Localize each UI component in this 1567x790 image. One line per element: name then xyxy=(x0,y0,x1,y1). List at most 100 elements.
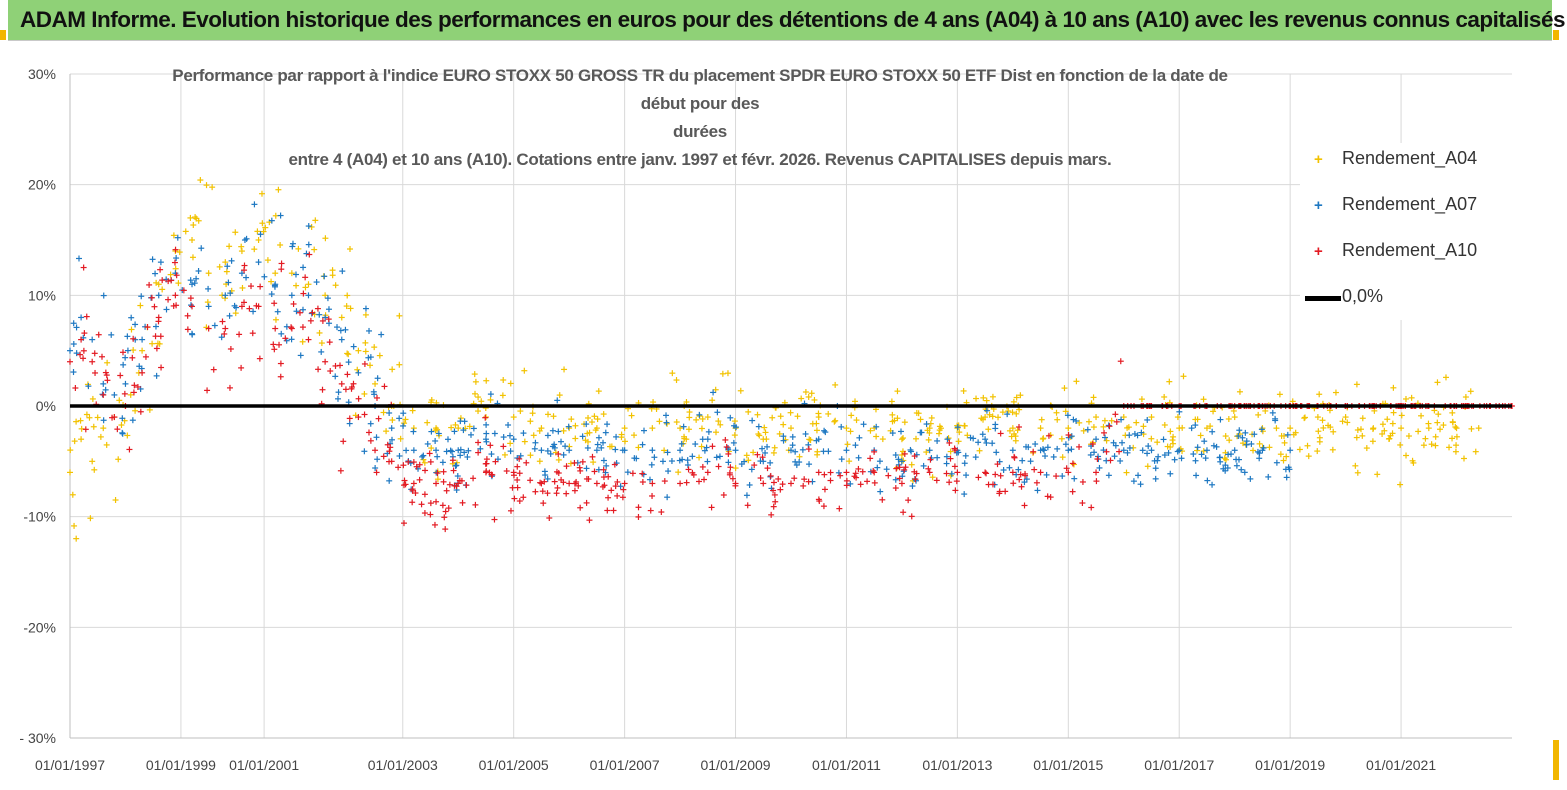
point-rendement_a04 xyxy=(362,339,369,346)
point-rendement_a07 xyxy=(289,243,296,250)
point-rendement_a04 xyxy=(1301,415,1308,422)
point-rendement_a10 xyxy=(800,482,807,489)
point-rendement_a10 xyxy=(871,479,878,486)
point-rendement_a04 xyxy=(913,409,920,416)
point-rendement_a04 xyxy=(1440,422,1447,429)
point-rendement_a10 xyxy=(80,355,87,362)
point-rendement_a10 xyxy=(699,463,706,470)
point-rendement_a07 xyxy=(749,417,756,424)
point-rendement_a07 xyxy=(692,441,699,448)
point-rendement_a07 xyxy=(579,433,586,440)
point-rendement_a10 xyxy=(89,358,96,365)
point-rendement_a04 xyxy=(434,476,441,483)
point-rendement_a07 xyxy=(1236,427,1243,434)
point-rendement_a04 xyxy=(1415,428,1422,435)
point-rendement_a10 xyxy=(322,358,329,365)
point-rendement_a10 xyxy=(855,465,862,472)
point-rendement_a07 xyxy=(305,241,312,248)
point-rendement_a04 xyxy=(1281,439,1288,446)
point-rendement_a04 xyxy=(260,228,267,235)
point-rendement_a04 xyxy=(1403,452,1410,459)
point-rendement_a04 xyxy=(344,350,351,357)
point-rendement_a07 xyxy=(889,430,896,437)
point-rendement_a07 xyxy=(389,436,396,443)
point-rendement_a04 xyxy=(715,418,722,425)
point-rendement_a10 xyxy=(520,494,527,501)
point-rendement_a07 xyxy=(943,460,950,467)
point-rendement_a10 xyxy=(843,477,850,484)
point-rendement_a10 xyxy=(911,453,918,460)
point-rendement_a04 xyxy=(89,395,96,402)
point-rendement_a07 xyxy=(733,424,740,431)
point-rendement_a07 xyxy=(920,462,927,469)
point-rendement_a10 xyxy=(836,505,843,512)
point-rendement_a07 xyxy=(1247,475,1254,482)
point-rendement_a04 xyxy=(77,417,84,424)
point-rendement_a07 xyxy=(299,306,306,313)
point-rendement_a07 xyxy=(1043,471,1050,478)
point-rendement_a07 xyxy=(100,380,107,387)
point-rendement_a07 xyxy=(1032,441,1039,448)
point-rendement_a07 xyxy=(467,431,474,438)
point-rendement_a10 xyxy=(422,467,429,474)
point-rendement_a10 xyxy=(801,476,808,483)
point-rendement_a04 xyxy=(272,270,279,277)
point-rendement_a07 xyxy=(954,424,961,431)
point-rendement_a10 xyxy=(589,453,596,460)
point-rendement_a10 xyxy=(405,458,412,465)
point-rendement_a04 xyxy=(1357,426,1364,433)
point-rendement_a04 xyxy=(154,340,161,347)
point-rendement_a04 xyxy=(928,414,935,421)
point-rendement_a04 xyxy=(1085,418,1092,425)
point-rendement_a10 xyxy=(492,458,499,465)
point-rendement_a10 xyxy=(278,260,285,267)
point-rendement_a04 xyxy=(843,425,850,432)
point-rendement_a04 xyxy=(175,280,182,287)
x-tick-label: 01/01/2015 xyxy=(1033,757,1103,773)
point-rendement_a07 xyxy=(788,447,794,454)
point-rendement_a04 xyxy=(867,427,874,434)
point-rendement_a07 xyxy=(70,341,77,348)
point-rendement_a07 xyxy=(725,459,732,466)
point-rendement_a04 xyxy=(769,414,776,421)
point-rendement_a07 xyxy=(443,448,450,455)
point-rendement_a07 xyxy=(1050,453,1057,460)
point-rendement_a10 xyxy=(805,478,812,485)
point-rendement_a10 xyxy=(434,470,441,477)
point-rendement_a04 xyxy=(889,411,896,418)
point-rendement_a10 xyxy=(373,469,380,476)
point-rendement_a10 xyxy=(119,349,126,356)
point-rendement_a10 xyxy=(114,426,121,433)
point-rendement_a10 xyxy=(290,300,297,307)
point-rendement_a04 xyxy=(590,459,597,466)
point-rendement_a10 xyxy=(130,389,137,396)
point-rendement_a07 xyxy=(1118,416,1125,423)
point-rendement_a07 xyxy=(506,432,513,439)
point-rendement_a10 xyxy=(771,491,778,498)
point-rendement_a04 xyxy=(94,414,101,421)
banner-corner-left xyxy=(0,30,6,40)
point-rendement_a07 xyxy=(1093,436,1100,443)
point-rendement_a04 xyxy=(1073,378,1080,385)
point-rendement_a04 xyxy=(1402,395,1409,402)
point-rendement_a07 xyxy=(593,447,600,454)
point-rendement_a04 xyxy=(1070,461,1077,468)
point-rendement_a04 xyxy=(1226,437,1233,444)
point-rendement_a04 xyxy=(847,428,854,435)
point-rendement_a07 xyxy=(1198,451,1205,458)
point-rendement_a04 xyxy=(371,344,378,351)
point-rendement_a04 xyxy=(189,254,196,261)
point-rendement_a07 xyxy=(227,290,234,297)
point-rendement_a10 xyxy=(486,469,493,476)
point-rendement_a10 xyxy=(908,513,915,520)
point-rendement_a04 xyxy=(925,436,932,443)
point-rendement_a07 xyxy=(457,418,464,425)
point-rendement_a04 xyxy=(731,418,738,425)
point-rendement_a07 xyxy=(565,423,572,430)
point-rendement_a07 xyxy=(549,427,556,434)
point-rendement_a04 xyxy=(329,267,336,274)
point-rendement_a07 xyxy=(602,429,609,436)
point-rendement_a07 xyxy=(73,350,80,357)
point-rendement_a07 xyxy=(1190,451,1197,458)
point-rendement_a04 xyxy=(917,416,924,423)
